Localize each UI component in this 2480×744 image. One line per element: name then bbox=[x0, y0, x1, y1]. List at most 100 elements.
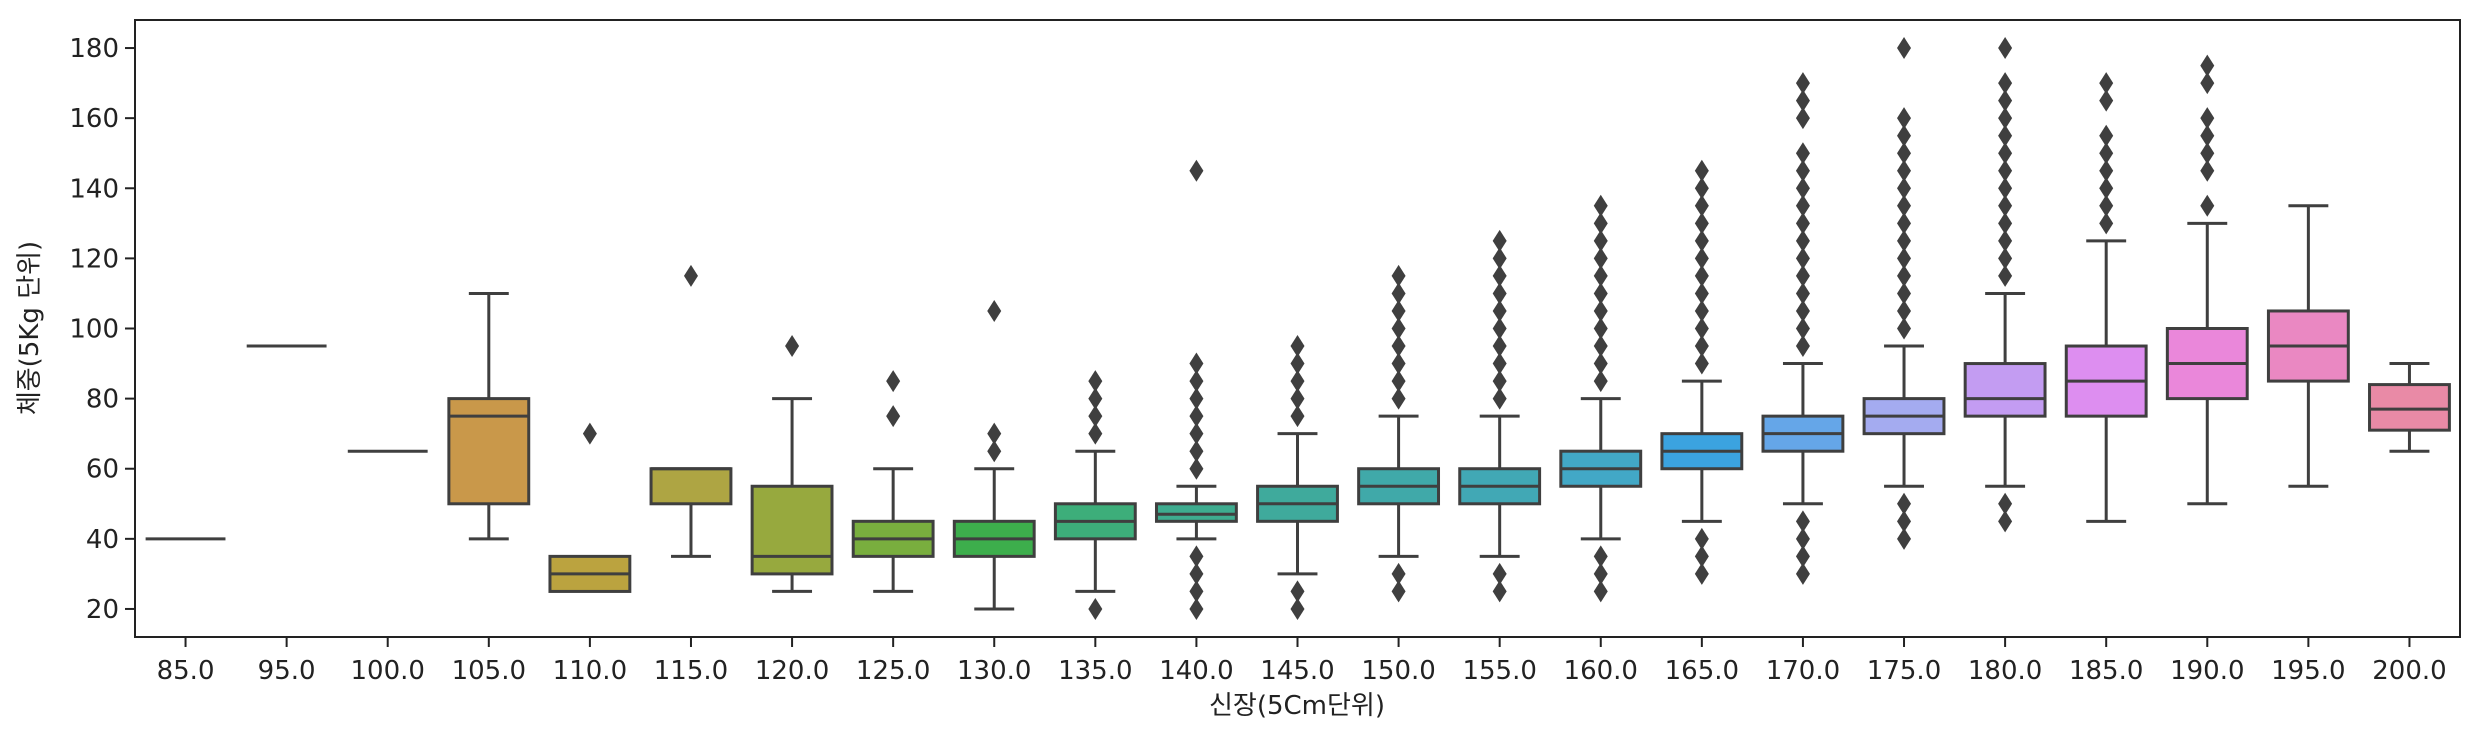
outlier-point bbox=[886, 405, 901, 428]
outlier-point bbox=[987, 422, 1002, 445]
outlier-point bbox=[1694, 335, 1709, 358]
outlier-point bbox=[1593, 264, 1608, 287]
outlier-point bbox=[1998, 492, 2013, 515]
outlier-point bbox=[1593, 247, 1608, 270]
outlier-point bbox=[1391, 562, 1406, 585]
outlier-point bbox=[2200, 159, 2215, 182]
box-group-110.0 bbox=[548, 422, 632, 593]
x-tick-label: 85.0 bbox=[157, 656, 215, 686]
outlier-point bbox=[1795, 545, 1810, 568]
y-tick-label: 20 bbox=[86, 595, 119, 625]
outlier-point bbox=[1897, 282, 1912, 305]
x-tick-label: 180.0 bbox=[1968, 656, 2042, 686]
outlier-point bbox=[1694, 264, 1709, 287]
outlier-point bbox=[1998, 212, 2013, 235]
outlier-point bbox=[1897, 194, 1912, 217]
outlier-point bbox=[1694, 282, 1709, 305]
outlier-point bbox=[1694, 247, 1709, 270]
outlier-point bbox=[1998, 107, 2013, 130]
x-tick-label: 140.0 bbox=[1159, 656, 1233, 686]
outlier-point bbox=[1492, 370, 1507, 393]
outlier-point bbox=[1593, 212, 1608, 235]
outlier-point bbox=[1391, 282, 1406, 305]
outlier-point bbox=[1391, 387, 1406, 410]
outlier-point bbox=[2200, 124, 2215, 147]
x-tick-label: 190.0 bbox=[2170, 656, 2244, 686]
outlier-point bbox=[1391, 580, 1406, 603]
box-group-105.0 bbox=[447, 291, 531, 541]
outlier-point bbox=[1290, 405, 1305, 428]
outlier-point bbox=[2099, 89, 2114, 112]
box-group-135.0 bbox=[1053, 370, 1137, 620]
outlier-point bbox=[1290, 335, 1305, 358]
box-group-145.0 bbox=[1256, 335, 1339, 620]
outlier-point bbox=[1897, 142, 1912, 165]
outlier-point bbox=[1593, 335, 1608, 358]
outlier-point bbox=[582, 422, 597, 445]
outlier-point bbox=[1795, 229, 1810, 252]
outlier-point bbox=[886, 370, 901, 393]
outlier-point bbox=[2200, 194, 2215, 217]
outlier-point bbox=[1998, 264, 2013, 287]
outlier-point bbox=[1897, 510, 1912, 533]
outlier-point bbox=[1391, 352, 1406, 375]
y-tick-label: 140 bbox=[69, 174, 119, 204]
outlier-point bbox=[1897, 299, 1912, 322]
outlier-point bbox=[1189, 545, 1204, 568]
x-tick-label: 145.0 bbox=[1260, 656, 1334, 686]
outlier-point bbox=[1290, 387, 1305, 410]
outlier-point bbox=[1998, 124, 2013, 147]
outlier-point bbox=[1795, 299, 1810, 322]
outlier-point bbox=[1593, 194, 1608, 217]
outlier-point bbox=[1593, 352, 1608, 375]
outlier-point bbox=[1694, 159, 1709, 182]
outlier-point bbox=[1694, 527, 1709, 550]
x-tick-label: 155.0 bbox=[1462, 656, 1536, 686]
outlier-point bbox=[1492, 264, 1507, 287]
x-tick-label: 150.0 bbox=[1361, 656, 1435, 686]
outlier-point bbox=[1391, 264, 1406, 287]
outlier-point bbox=[2200, 107, 2215, 130]
box-group-170.0 bbox=[1761, 72, 1845, 585]
outlier-point bbox=[1795, 510, 1810, 533]
outlier-point bbox=[1795, 247, 1810, 270]
box-group-155.0 bbox=[1458, 229, 1542, 603]
outlier-point bbox=[1492, 352, 1507, 375]
outlier-point bbox=[1694, 194, 1709, 217]
outlier-point bbox=[1492, 580, 1507, 603]
outlier-point bbox=[1391, 370, 1406, 393]
outlier-point bbox=[1088, 422, 1103, 445]
outlier-point bbox=[1998, 89, 2013, 112]
outlier-point bbox=[683, 264, 698, 287]
outlier-point bbox=[1189, 562, 1204, 585]
outlier-point bbox=[2099, 72, 2114, 95]
outlier-point bbox=[1897, 107, 1912, 130]
outlier-point bbox=[2099, 159, 2114, 182]
outlier-point bbox=[1998, 159, 2013, 182]
outlier-point bbox=[987, 299, 1002, 322]
x-tick-label: 130.0 bbox=[957, 656, 1031, 686]
outlier-point bbox=[1694, 229, 1709, 252]
outlier-point bbox=[1694, 212, 1709, 235]
outlier-point bbox=[1897, 212, 1912, 235]
outlier-point bbox=[1088, 597, 1103, 620]
outlier-point bbox=[1897, 229, 1912, 252]
outlier-point bbox=[1694, 299, 1709, 322]
x-tick-label: 165.0 bbox=[1665, 656, 1739, 686]
iqr-box bbox=[2368, 383, 2451, 432]
outlier-point bbox=[1290, 370, 1305, 393]
outlier-point bbox=[1998, 229, 2013, 252]
outlier-point bbox=[1088, 387, 1103, 410]
outlier-point bbox=[1998, 177, 2013, 200]
outlier-point bbox=[1593, 282, 1608, 305]
box-group-200.0 bbox=[2368, 362, 2451, 453]
outlier-point bbox=[1897, 527, 1912, 550]
outlier-point bbox=[1795, 212, 1810, 235]
outlier-point bbox=[1998, 247, 2013, 270]
outlier-point bbox=[1391, 317, 1406, 340]
box-group-125.0 bbox=[851, 370, 935, 593]
outlier-point bbox=[1189, 370, 1204, 393]
box-group-120.0 bbox=[750, 335, 834, 593]
outlier-point bbox=[1189, 440, 1204, 463]
